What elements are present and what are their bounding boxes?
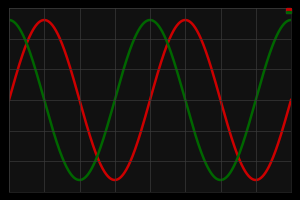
Legend: , : ,	[286, 8, 291, 13]
